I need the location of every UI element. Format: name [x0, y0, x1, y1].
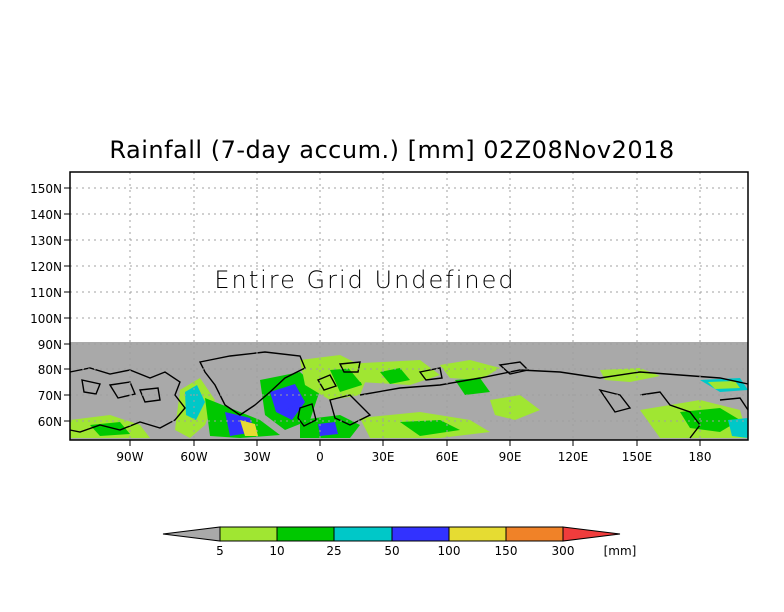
x-tick-label: 180	[689, 450, 712, 464]
colorbar-label: 10	[269, 544, 284, 558]
colorbar-segment-under	[162, 526, 221, 542]
map-frame	[69, 171, 749, 441]
x-tick-label: 60E	[436, 450, 459, 464]
y-tick-label: 140N	[30, 208, 62, 222]
colorbar-label: 50	[384, 544, 399, 558]
x-tick-label: 30E	[372, 450, 395, 464]
y-tick-label: 130N	[30, 234, 62, 248]
colorbar-label: 25	[326, 544, 341, 558]
colorbar-segment	[333, 526, 393, 542]
colorbar	[162, 526, 621, 542]
x-tick-label: 60W	[180, 450, 207, 464]
colorbar-segment-over	[562, 526, 621, 542]
x-tick-label: 0	[316, 450, 324, 464]
y-tick-label: 150N	[30, 182, 62, 196]
y-tick-label: 100N	[30, 312, 62, 326]
colorbar-label: 5	[216, 544, 224, 558]
x-tick-label: 90E	[499, 450, 522, 464]
coastlines	[69, 351, 749, 439]
x-tick-label: 90W	[116, 450, 143, 464]
colorbar-segment	[276, 526, 335, 542]
x-axis-labels: 90W 60W 30W 0 30E 60E 90E 120E 150E 180	[116, 450, 711, 464]
x-tick-label: 120E	[558, 450, 589, 464]
colorbar-segment	[391, 526, 450, 542]
y-tick-label: 70N	[38, 389, 62, 403]
y-tick-label: 80N	[38, 363, 62, 377]
y-tick-label: 60N	[38, 415, 62, 429]
colorbar-segment	[505, 526, 564, 542]
tick-marks	[64, 187, 701, 446]
colorbar-segment	[219, 526, 278, 542]
y-tick-label: 90N	[38, 338, 62, 352]
colorbar-labels: 5 10 25 50 100 150 300 [mm]	[216, 544, 636, 558]
grid-lines	[70, 172, 748, 440]
y-axis-labels: 60N 70N 80N 90N 100N 110N 120N 130N 140N…	[30, 182, 62, 429]
map-title: Rainfall (7-day accum.) [mm] 02Z08Nov201…	[109, 136, 675, 164]
x-tick-label: 150E	[622, 450, 653, 464]
colorbar-label: 150	[495, 544, 518, 558]
colorbar-segment	[448, 526, 507, 542]
y-tick-label: 120N	[30, 260, 62, 274]
x-tick-label: 30W	[243, 450, 270, 464]
colorbar-label: 100	[438, 544, 461, 558]
undefined-grid-annotation: Entire Grid Undefined	[214, 266, 515, 294]
colorbar-label: 300	[552, 544, 575, 558]
colorbar-unit: [mm]	[604, 544, 637, 558]
rainfall-patches	[70, 355, 748, 438]
y-tick-label: 110N	[30, 286, 62, 300]
